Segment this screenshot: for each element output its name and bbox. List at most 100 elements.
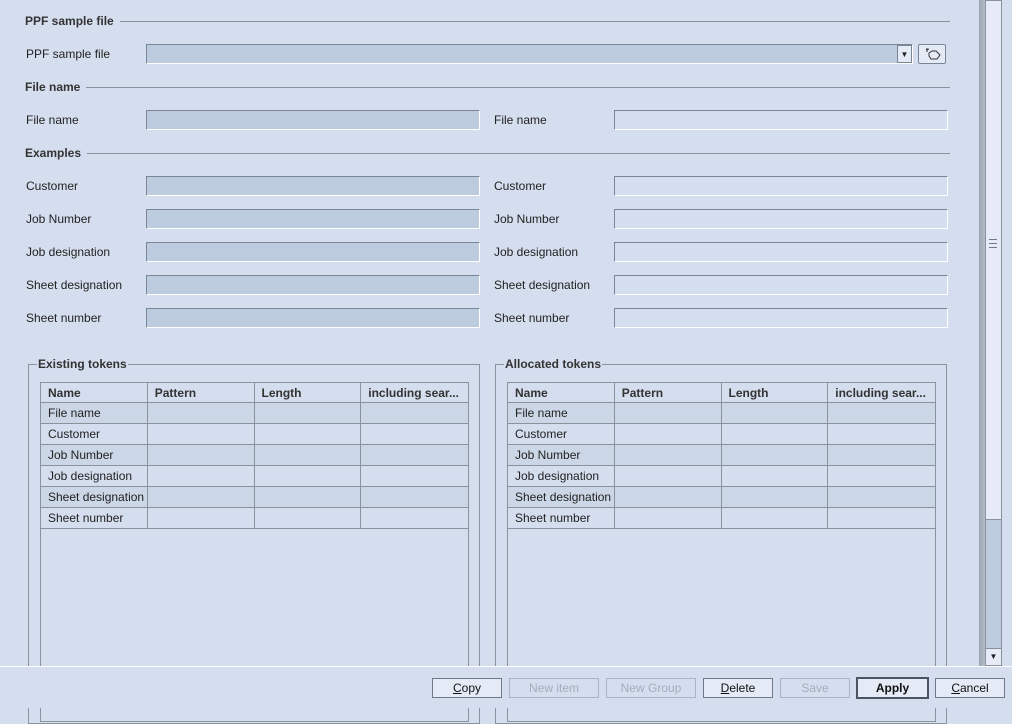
save-button[interactable]: Save bbox=[780, 678, 850, 698]
table-row[interactable]: Job Number bbox=[508, 445, 935, 466]
example-input[interactable] bbox=[614, 209, 948, 229]
table-row[interactable]: Sheet number bbox=[508, 508, 935, 529]
scrollbar-border bbox=[979, 0, 985, 666]
new-group-button[interactable]: New Group bbox=[606, 678, 696, 698]
table-cell bbox=[254, 424, 362, 445]
group-title: Existing tokens bbox=[37, 357, 128, 371]
table-cell bbox=[614, 487, 722, 508]
table-cell bbox=[361, 508, 468, 529]
table-row[interactable]: File name bbox=[508, 403, 935, 424]
table-cell bbox=[147, 403, 255, 424]
grip-icon bbox=[989, 239, 997, 248]
section-ppf-sample-file: PPF sample file bbox=[25, 14, 950, 28]
example-input[interactable] bbox=[614, 275, 948, 295]
table-row[interactable]: Job designation bbox=[41, 466, 468, 487]
file-name-input[interactable] bbox=[614, 110, 948, 130]
folder-open-icon bbox=[925, 48, 941, 60]
table-row[interactable]: File name bbox=[41, 403, 468, 424]
delete-button[interactable]: Delete bbox=[703, 678, 773, 698]
table-cell: Job designation bbox=[508, 466, 615, 487]
table-row[interactable]: Sheet designation bbox=[41, 487, 468, 508]
table-cell: Sheet designation bbox=[508, 487, 615, 508]
apply-button[interactable]: Apply bbox=[856, 677, 929, 699]
file-name-label-right: File name bbox=[494, 113, 547, 127]
column-header[interactable]: including sear... bbox=[828, 383, 935, 403]
example-input[interactable] bbox=[614, 176, 948, 196]
table-cell bbox=[828, 445, 935, 466]
example-sample-field bbox=[146, 176, 480, 196]
table-cell bbox=[254, 445, 362, 466]
scrollbar-thumb[interactable] bbox=[986, 1, 1001, 520]
example-label: Sheet designation bbox=[26, 278, 123, 292]
table-cell bbox=[828, 508, 935, 529]
mnemonic: C bbox=[452, 681, 462, 695]
example-label: Job Number bbox=[26, 212, 92, 226]
table-cell: Customer bbox=[41, 424, 148, 445]
file-name-sample-field bbox=[146, 110, 480, 130]
table-cell bbox=[828, 424, 935, 445]
table-header: Name Pattern Length including sear... bbox=[41, 383, 468, 403]
table-cell bbox=[147, 424, 255, 445]
table-cell bbox=[614, 466, 722, 487]
table-row[interactable]: Sheet designation bbox=[508, 487, 935, 508]
column-header[interactable]: Name bbox=[41, 383, 148, 403]
table-cell bbox=[361, 424, 468, 445]
table-cell: Sheet number bbox=[41, 508, 148, 529]
table-cell bbox=[254, 487, 362, 508]
cancel-button[interactable]: Cancel bbox=[935, 678, 1005, 698]
example-label-right: Customer bbox=[494, 179, 547, 193]
table-cell bbox=[721, 466, 829, 487]
table-row[interactable]: Customer bbox=[41, 424, 468, 445]
table-cell bbox=[614, 445, 722, 466]
group-title: Allocated tokens bbox=[504, 357, 603, 371]
table-row[interactable]: Job designation bbox=[508, 466, 935, 487]
vertical-scrollbar[interactable]: ▼ bbox=[985, 0, 1002, 666]
table-cell bbox=[147, 508, 255, 529]
example-label: Job designation bbox=[26, 245, 111, 259]
ppf-sample-file-combo[interactable] bbox=[146, 44, 913, 64]
table-row[interactable]: Sheet number bbox=[41, 508, 468, 529]
example-input[interactable] bbox=[614, 308, 948, 328]
column-header[interactable]: including sear... bbox=[361, 383, 468, 403]
table-cell bbox=[361, 466, 468, 487]
column-header[interactable]: Name bbox=[508, 383, 615, 403]
example-label: Sheet number bbox=[26, 311, 102, 325]
section-title: Examples bbox=[25, 146, 82, 160]
existing-tokens-table[interactable]: Name Pattern Length including sear... File n… bbox=[40, 382, 469, 722]
table-cell bbox=[721, 445, 829, 466]
scroll-down-arrow-icon[interactable]: ▼ bbox=[986, 648, 1001, 665]
label: opy bbox=[461, 681, 482, 695]
section-title: File name bbox=[25, 80, 81, 94]
allocated-tokens-table[interactable]: Name Pattern Length including sear... File n… bbox=[507, 382, 936, 722]
browse-button[interactable] bbox=[918, 44, 946, 64]
mnemonic: C bbox=[951, 681, 960, 695]
label: elete bbox=[729, 681, 756, 695]
table-cell bbox=[361, 445, 468, 466]
table-cell bbox=[614, 424, 722, 445]
table-cell bbox=[721, 487, 829, 508]
table-cell: Sheet designation bbox=[41, 487, 148, 508]
mnemonic: D bbox=[720, 681, 730, 695]
section-examples: Examples bbox=[25, 146, 950, 160]
table-cell bbox=[254, 466, 362, 487]
table-row[interactable]: Customer bbox=[508, 424, 935, 445]
dropdown-arrow-icon[interactable]: ▼ bbox=[897, 45, 912, 63]
column-header[interactable]: Length bbox=[254, 383, 362, 403]
example-sample-field bbox=[146, 275, 480, 295]
table-cell bbox=[721, 508, 829, 529]
table-cell: Job Number bbox=[41, 445, 148, 466]
example-input[interactable] bbox=[614, 242, 948, 262]
copy-button[interactable]: Copy bbox=[432, 678, 502, 698]
table-row[interactable]: Job Number bbox=[41, 445, 468, 466]
table-cell: Job designation bbox=[41, 466, 148, 487]
section-file-name: File name bbox=[25, 80, 950, 94]
table-cell bbox=[828, 403, 935, 424]
new-item-button[interactable]: New item bbox=[509, 678, 599, 698]
table-cell bbox=[254, 508, 362, 529]
column-header[interactable]: Length bbox=[721, 383, 829, 403]
table-cell: Sheet number bbox=[508, 508, 615, 529]
column-header[interactable]: Pattern bbox=[147, 383, 255, 403]
table-cell bbox=[721, 403, 829, 424]
table-cell: File name bbox=[508, 403, 615, 424]
column-header[interactable]: Pattern bbox=[614, 383, 722, 403]
